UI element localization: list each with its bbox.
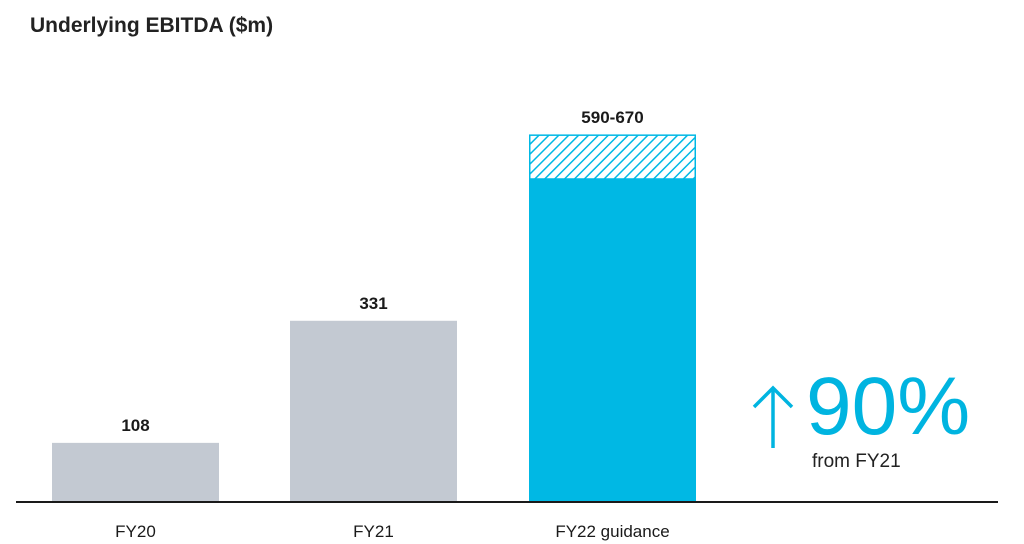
bar-fy21 bbox=[290, 320, 457, 502]
data-label-fy22-guidance: 590-670 bbox=[581, 108, 643, 127]
chart-title: Underlying EBITDA ($m) bbox=[30, 14, 274, 37]
growth-percentage: 90% bbox=[806, 361, 971, 452]
bar-fy22-guidance bbox=[529, 178, 696, 502]
tick-label-fy22-guidance: FY22 guidance bbox=[555, 522, 669, 541]
growth-callout: 90% from FY21 bbox=[750, 366, 990, 482]
tick-label-fy20: FY20 bbox=[115, 522, 156, 541]
bar-fy20 bbox=[52, 442, 219, 502]
bar-range-fy22-guidance bbox=[529, 134, 696, 180]
arrow-up-icon bbox=[752, 385, 794, 448]
data-label-fy20: 108 bbox=[121, 416, 149, 435]
data-label-fy21: 331 bbox=[359, 294, 387, 313]
growth-subtext: from FY21 bbox=[812, 451, 901, 472]
tick-label-fy21: FY21 bbox=[353, 522, 394, 541]
